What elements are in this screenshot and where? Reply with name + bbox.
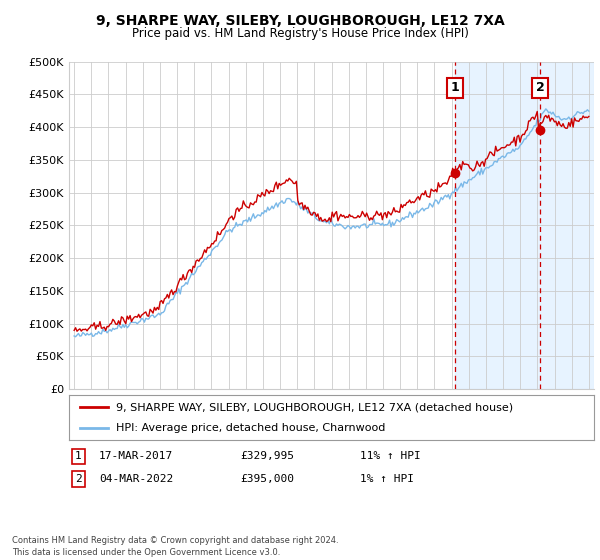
Text: Price paid vs. HM Land Registry's House Price Index (HPI): Price paid vs. HM Land Registry's House … [131,27,469,40]
Text: Contains HM Land Registry data © Crown copyright and database right 2024.
This d: Contains HM Land Registry data © Crown c… [12,536,338,557]
Text: £395,000: £395,000 [240,474,294,484]
Text: 2: 2 [536,81,545,94]
Text: 2: 2 [75,474,82,484]
Text: £329,995: £329,995 [240,451,294,461]
Text: 1% ↑ HPI: 1% ↑ HPI [360,474,414,484]
Text: HPI: Average price, detached house, Charnwood: HPI: Average price, detached house, Char… [116,423,386,433]
Text: 04-MAR-2022: 04-MAR-2022 [99,474,173,484]
Text: 9, SHARPE WAY, SILEBY, LOUGHBOROUGH, LE12 7XA: 9, SHARPE WAY, SILEBY, LOUGHBOROUGH, LE1… [95,14,505,28]
Text: 17-MAR-2017: 17-MAR-2017 [99,451,173,461]
Text: 11% ↑ HPI: 11% ↑ HPI [360,451,421,461]
Text: 1: 1 [75,451,82,461]
Text: 9, SHARPE WAY, SILEBY, LOUGHBOROUGH, LE12 7XA (detached house): 9, SHARPE WAY, SILEBY, LOUGHBOROUGH, LE1… [116,402,514,412]
Bar [455,62,594,389]
Text: 1: 1 [451,81,460,94]
